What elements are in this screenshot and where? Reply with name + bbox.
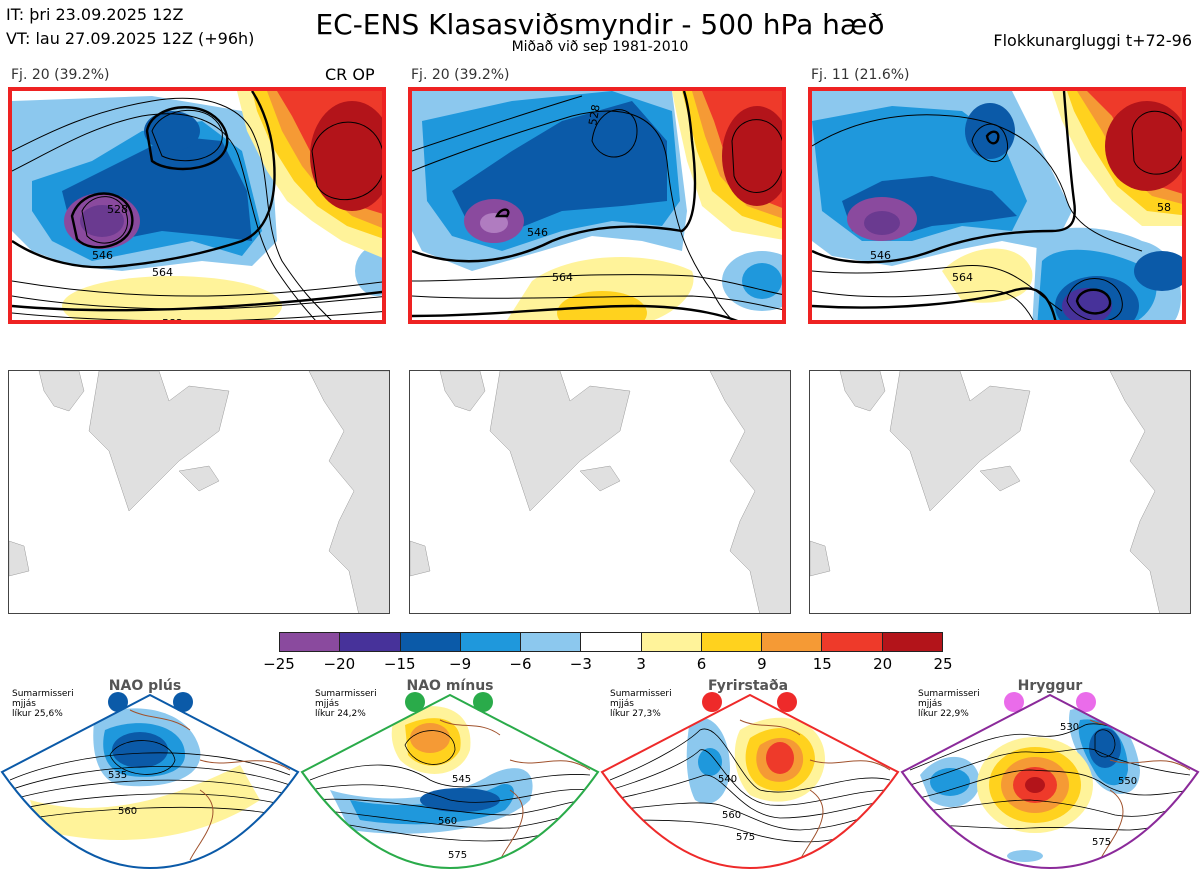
contour-label: 545 <box>452 774 471 785</box>
colorbar-tick-label: 6 <box>696 655 707 673</box>
regime-probability: líkur 25,6% <box>12 709 63 719</box>
valid-time: VT: lau 27.09.2025 12Z (+96h) <box>6 29 255 48</box>
colorbar-tick-label: 20 <box>873 655 893 673</box>
regime-4-info: Sumarmisseri mjjás líkur 22,9% <box>918 689 980 719</box>
colorbar-tick-label: 15 <box>812 655 832 673</box>
empty-map-3 <box>809 370 1191 614</box>
regime-3-marker-left <box>702 692 722 712</box>
regime-1-marker-left <box>108 692 128 712</box>
regime-spread: mjjás <box>610 699 634 709</box>
colorbar-tick-label: −25 <box>263 655 295 673</box>
colorbar-segment <box>340 633 401 651</box>
regime-1-marker-right <box>173 692 193 712</box>
regime-season: Sumarmisseri <box>315 689 377 699</box>
contour-label: 560 <box>118 806 137 817</box>
regime-1-info: Sumarmisseri mjjás líkur 25,6% <box>12 689 74 719</box>
colorbar-segment <box>641 633 702 651</box>
regime-3-map: 540 560 575 <box>600 693 900 870</box>
regime-3-name: Fyrirstaða <box>707 678 789 694</box>
cluster-2-label: Fj. 20 (39.2%) <box>411 67 510 83</box>
contour-label: 582 <box>162 317 183 324</box>
contour-label: 546 <box>92 249 113 262</box>
colorbar-segment <box>521 633 582 651</box>
colorbar-segment <box>400 633 461 651</box>
contour-label: 575 <box>1092 837 1111 848</box>
regime-4-name: Hryggur <box>1017 678 1083 694</box>
colorbar-tick-label: −15 <box>383 655 416 673</box>
colorbar-segment <box>460 633 522 651</box>
colorbar-segment <box>822 633 883 651</box>
regime-spread: mjjás <box>918 699 942 709</box>
contour-label: 528 <box>586 104 602 127</box>
contour-label: 535 <box>108 770 127 781</box>
regime-probability: líkur 24,2% <box>315 709 366 719</box>
colorbar-segment <box>701 633 763 651</box>
contour-label: 564 <box>552 271 573 284</box>
cluster-1-extra: CR OP <box>325 65 375 84</box>
contour-label: 530 <box>1060 722 1079 733</box>
colorbar-segment <box>581 633 642 651</box>
cluster-3-label: Fj. 11 (21.6%) <box>811 67 910 83</box>
contour-label: 550 <box>1118 776 1137 787</box>
page-subtitle: Miðað við sep 1981-2010 <box>511 39 689 55</box>
regime-4-marker-left <box>1004 692 1024 712</box>
colorbar-tick-label: 3 <box>636 655 646 673</box>
cluster-1-label: Fj. 20 (39.2%) <box>11 67 110 83</box>
regime-season: Sumarmisseri <box>918 689 980 699</box>
colorbar-tick-label: 9 <box>757 655 767 673</box>
contour-label: 564 <box>952 271 973 284</box>
page-title: EC-ENS Klasasviðsmyndir - 500 hPa hæð <box>315 8 885 41</box>
regime-probability: líkur 22,9% <box>918 709 969 719</box>
cluster-1-map: 528 546 564 582 <box>8 87 386 324</box>
colorbar-tick-label: 25 <box>933 655 953 673</box>
contour-label: 546 <box>870 249 891 262</box>
regime-2-map: 545 560 575 <box>300 693 600 870</box>
contour-label: 560 <box>722 810 741 821</box>
regime-1-map: 535 560 <box>0 693 300 870</box>
contour-label: 575 <box>736 832 755 843</box>
contour-label: 540 <box>718 774 737 785</box>
colorbar-tick-label: −6 <box>509 655 532 673</box>
colorbar-segment <box>280 633 341 651</box>
regime-2-info: Sumarmisseri mjjás líkur 24,2% <box>315 689 377 719</box>
regime-season: Sumarmisseri <box>610 689 672 699</box>
contour-label: 58 <box>1157 201 1171 214</box>
regime-3-marker-right <box>777 692 797 712</box>
regime-spread: mjjás <box>12 699 36 709</box>
regime-spread: mjjás <box>315 699 339 709</box>
cluster-2-map: 546 564 582 528 <box>408 87 786 324</box>
colorbar-segment <box>882 633 942 651</box>
contour-label: 575 <box>448 850 467 861</box>
regime-4-marker-right <box>1076 692 1096 712</box>
regime-1-name: NAO plús <box>108 678 182 694</box>
empty-map-2 <box>409 370 791 614</box>
contour-label: 560 <box>438 816 457 827</box>
colorbar-tick-label: −9 <box>449 655 472 673</box>
classification-window: Flokkunargluggi t+72-96 <box>993 31 1192 50</box>
regime-season: Sumarmisseri <box>12 689 74 699</box>
regime-3-info: Sumarmisseri mjjás líkur 27,3% <box>610 689 672 719</box>
empty-map-1 <box>8 370 390 614</box>
regime-4-map: 530 550 575 <box>900 693 1200 870</box>
colorbar <box>279 632 943 652</box>
regime-probability: líkur 27,3% <box>610 709 661 719</box>
issue-time: IT: þri 23.09.2025 12Z <box>6 5 184 24</box>
cluster-3-map: 546 564 58 <box>808 87 1186 324</box>
regime-2-marker-left <box>405 692 425 712</box>
colorbar-tick-label: −20 <box>323 655 356 673</box>
regime-2-marker-right <box>473 692 493 712</box>
colorbar-tick-label: −3 <box>569 655 592 673</box>
contour-label: 564 <box>152 266 173 279</box>
contour-label: 546 <box>527 226 548 239</box>
contour-label: 528 <box>107 203 128 216</box>
regime-2-name: NAO mínus <box>406 678 494 694</box>
colorbar-segment <box>762 633 823 651</box>
